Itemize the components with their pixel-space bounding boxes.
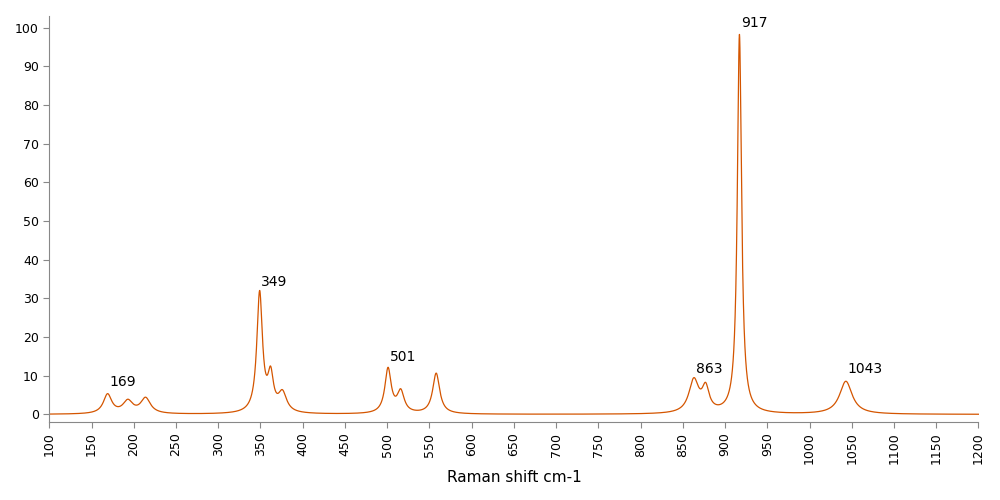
Text: 169: 169 [109,376,136,390]
Text: 917: 917 [741,16,768,30]
Text: 349: 349 [261,275,288,289]
Text: 863: 863 [696,362,722,376]
X-axis label: Raman shift cm-1: Raman shift cm-1 [447,470,581,485]
Text: 1043: 1043 [848,362,883,376]
Text: 501: 501 [390,350,416,364]
